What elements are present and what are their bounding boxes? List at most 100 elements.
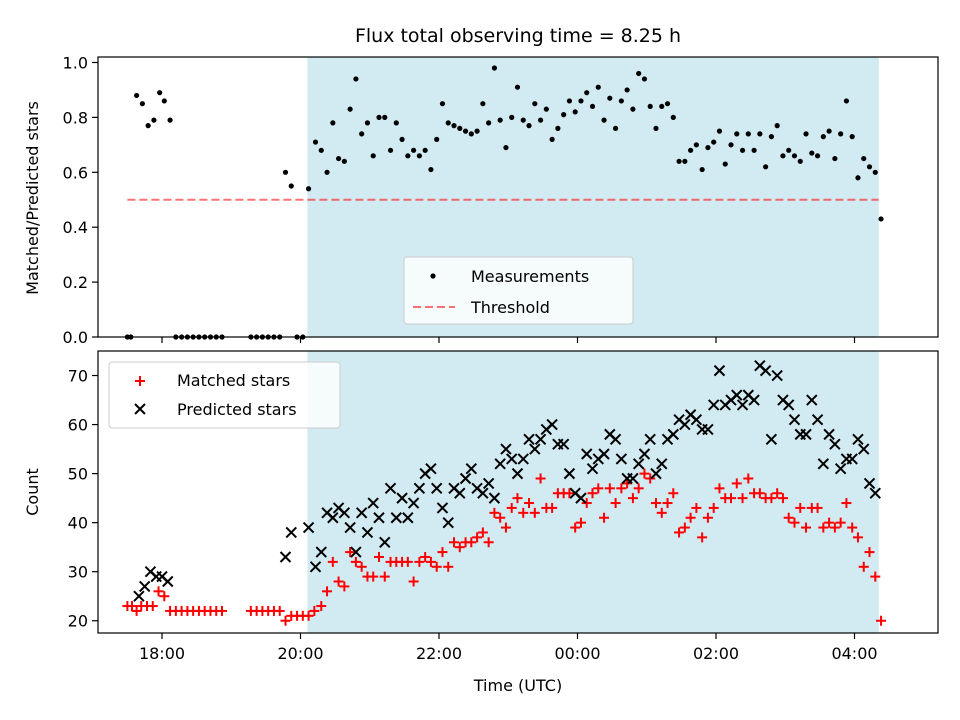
measurement-point	[803, 131, 809, 137]
matched-point	[575, 517, 586, 528]
legend-matched-label: Matched stars	[177, 371, 290, 390]
matched-point	[829, 522, 840, 533]
measurement-point	[676, 158, 682, 164]
y-tick-label: 1.0	[63, 53, 88, 72]
predicted-point	[759, 364, 772, 377]
matched-point	[633, 483, 644, 494]
matched-point	[489, 507, 500, 518]
predicted-point	[133, 590, 145, 602]
predicted-point	[644, 433, 656, 445]
predicted-point	[534, 433, 547, 445]
matched-point	[795, 502, 806, 513]
panel-ratio: 0.0 0.2 0.4 0.6 0.8 1.0 Measurements Threshold	[63, 53, 939, 347]
matched-point	[345, 547, 356, 558]
matched-point	[425, 556, 436, 567]
measurement-point	[324, 169, 330, 175]
measurement-point	[370, 153, 376, 159]
x-axis-label: Time (UTC)	[473, 676, 562, 695]
measurement-point	[330, 120, 336, 126]
matched-point	[604, 483, 615, 494]
measurement-point	[457, 125, 463, 131]
y-tick-label: 50	[68, 465, 88, 484]
predicted-point	[806, 394, 818, 406]
matched-point	[726, 493, 737, 504]
matched-point	[512, 493, 523, 504]
measurement-point	[509, 114, 515, 120]
predicted-point	[679, 418, 691, 431]
legend-measurements-marker	[430, 273, 436, 279]
y-tick-label: 20	[68, 612, 88, 631]
predicted-point	[425, 462, 437, 475]
measurement-point	[405, 153, 411, 159]
predicted-point	[517, 453, 529, 465]
measurement-point	[786, 147, 792, 153]
measurement-point	[705, 144, 711, 151]
predicted-point	[817, 458, 830, 470]
legend-counts: Matched stars Predicted stars	[108, 361, 341, 429]
y-tick-label: 60	[68, 416, 88, 435]
matched-point	[408, 576, 419, 587]
predicted-point	[650, 467, 662, 480]
predicted-point	[523, 433, 535, 445]
measurement-point	[636, 70, 642, 77]
measurement-point	[341, 158, 347, 164]
predicted-point	[748, 394, 760, 406]
matched-point	[731, 478, 742, 489]
measurement-point	[872, 169, 878, 175]
matched-point	[697, 532, 708, 543]
matched-point	[309, 605, 320, 616]
axes-frame	[97, 350, 939, 634]
measurement-point	[353, 76, 359, 82]
measurement-point	[462, 128, 469, 134]
y-tick-label: 40	[68, 514, 88, 533]
measurement-point	[503, 144, 509, 151]
predicted-point	[367, 497, 379, 509]
measurement-point	[549, 136, 555, 142]
legend-ratio: Measurements Threshold	[403, 256, 634, 325]
predicted-point	[863, 477, 876, 490]
matched-point	[777, 493, 788, 504]
measurement-point	[416, 153, 422, 159]
measurement-point	[399, 136, 405, 142]
matched-point	[333, 576, 344, 587]
matched-point	[316, 601, 327, 612]
matched-point	[714, 483, 725, 494]
predicted-point	[736, 399, 749, 411]
predicted-point	[811, 413, 824, 426]
measurement-point	[797, 158, 803, 164]
measurement-point	[722, 161, 728, 167]
matched-point	[801, 522, 812, 533]
legend-measurements-label: Measurements	[471, 267, 589, 286]
predicted-point	[834, 462, 847, 475]
measurement-point	[589, 103, 596, 110]
y-tick-label: 30	[68, 563, 88, 582]
matched-point	[847, 522, 858, 533]
matched-point	[274, 605, 285, 616]
legend-predicted-label: Predicted stars	[177, 400, 297, 419]
predicted-point	[500, 443, 512, 455]
measurement-point	[855, 175, 861, 181]
matched-point	[431, 561, 442, 572]
matched-point	[126, 601, 137, 612]
x-tick-label: 22:00	[416, 644, 462, 663]
measurement-point	[745, 131, 751, 137]
predicted-point	[488, 492, 501, 504]
measurement-point	[434, 136, 440, 142]
measurement-point	[422, 147, 428, 153]
legend-matched-marker	[135, 376, 145, 386]
predicted-point	[459, 472, 472, 485]
measurement-point	[520, 117, 526, 123]
predicted-point	[413, 482, 426, 495]
measurement-point	[393, 120, 399, 126]
matched-point	[743, 473, 754, 484]
measurement-point	[145, 123, 151, 129]
measurement-point	[584, 90, 590, 96]
matched-point	[327, 556, 338, 567]
measurement-point	[612, 125, 619, 131]
predicted-point	[731, 389, 743, 401]
measurement-point	[664, 101, 671, 107]
predicted-point	[800, 428, 812, 441]
measurement-point	[601, 117, 607, 123]
measurement-point	[838, 131, 844, 137]
matched-point	[645, 473, 656, 484]
